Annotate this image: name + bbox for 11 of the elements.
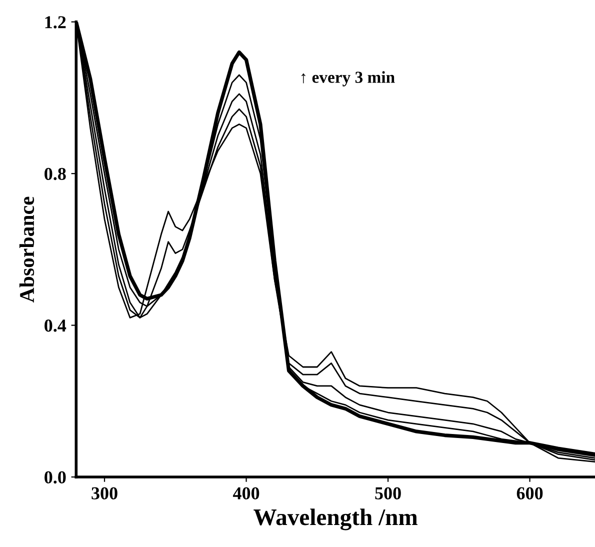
annotation: ↑ every 3 min [301, 71, 395, 86]
y-tick-label: 0.4 [44, 320, 66, 332]
y-axis-title: Absorbance [19, 196, 34, 302]
y-tick-label: 0.8 [44, 168, 66, 180]
x-tick-label: 600 [516, 487, 543, 500]
x-tick-label: 400 [232, 487, 260, 500]
y-tick-label: 1.2 [45, 16, 66, 28]
x-axis-title: Wavelength /nm [254, 508, 418, 530]
x-tick-label: 500 [375, 487, 401, 500]
x-tick-label: 300 [92, 487, 118, 500]
y-tick-label: 0.0 [44, 471, 66, 484]
